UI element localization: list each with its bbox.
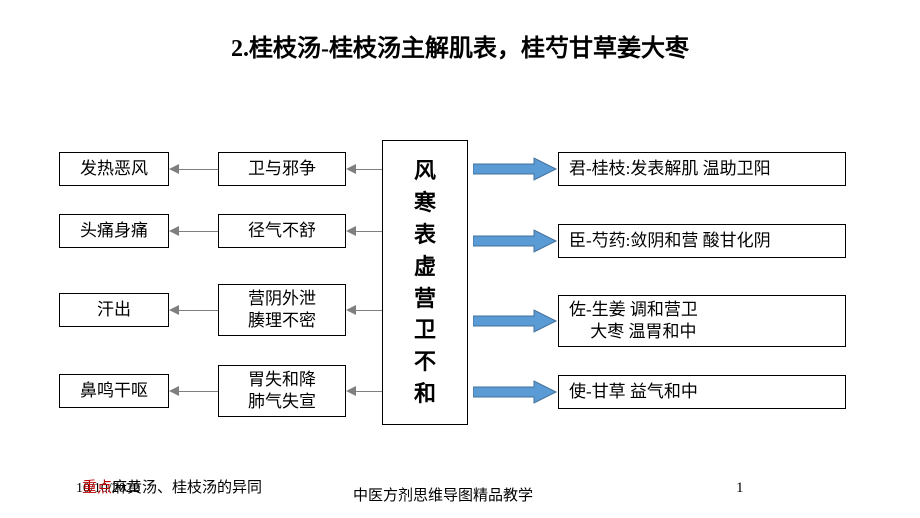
left-cause-box: 径气不舒 [218,214,346,248]
thick-arrow-right-icon [473,155,560,183]
right-herb-box: 臣-芍药:敛阴和营 酸甘化阴 [558,224,846,258]
center-char-6: 不 [414,346,436,378]
right-herb-box: 使-甘草 益气和中 [558,375,846,409]
left-cause-box: 营阴外泄 腠理不密 [218,284,346,336]
left-symptom-box: 头痛身痛 [59,214,169,248]
right-herb-box: 佐-生姜 调和营卫 大枣 温胃和中 [558,295,846,347]
center-char-0: 风 [414,155,436,187]
arrow-left-icon [346,164,356,174]
center-char-2: 表 [414,219,436,251]
center-concept-box: 风 寒 表 虚 营 卫 不 和 [382,140,468,425]
center-char-3: 虚 [414,251,436,283]
footer-left-red: 重点 [82,480,112,496]
center-char-4: 营 [414,283,436,315]
footer-center: 中医方剂思维导图精品教学 [353,487,553,507]
arrow-left-icon [346,226,356,236]
left-cause-box: 胃失和降 肺气失宣 [218,365,346,417]
arrow-left-icon [346,305,356,315]
footer-page: 1 [736,480,744,497]
arrow-left-icon [169,164,179,174]
footer-left: 重点麻黄汤、桂枝汤的异同 [82,476,262,497]
right-herb-box: 君-桂枝:发表解肌 温助卫阳 [558,152,846,186]
arrow-line [179,231,218,232]
center-char-7: 和 [414,378,436,410]
arrow-line [356,310,382,311]
left-cause-box: 卫与邪争 [218,152,346,186]
arrow-left-icon [169,386,179,396]
left-symptom-box: 鼻鸣干呕 [59,374,169,408]
arrow-line [356,231,382,232]
center-char-1: 寒 [414,187,436,219]
thick-arrow-right-icon [473,307,560,335]
arrow-line [179,169,218,170]
arrow-left-icon [169,305,179,315]
arrow-line [179,310,218,311]
thick-arrow-right-icon [473,378,560,406]
left-symptom-box: 发热恶风 [59,152,169,186]
slide-title: 2.桂枝汤-桂枝汤主解肌表，桂芍甘草姜大枣 [0,28,920,63]
arrow-line [356,169,382,170]
center-char-5: 卫 [414,314,436,346]
arrow-line [356,391,382,392]
arrow-line [179,391,218,392]
arrow-left-icon [169,226,179,236]
thick-arrow-right-icon [473,227,560,255]
left-symptom-box: 汗出 [59,293,169,327]
arrow-left-icon [346,386,356,396]
footer-left-text: 麻黄汤、桂枝汤的异同 [112,480,262,496]
